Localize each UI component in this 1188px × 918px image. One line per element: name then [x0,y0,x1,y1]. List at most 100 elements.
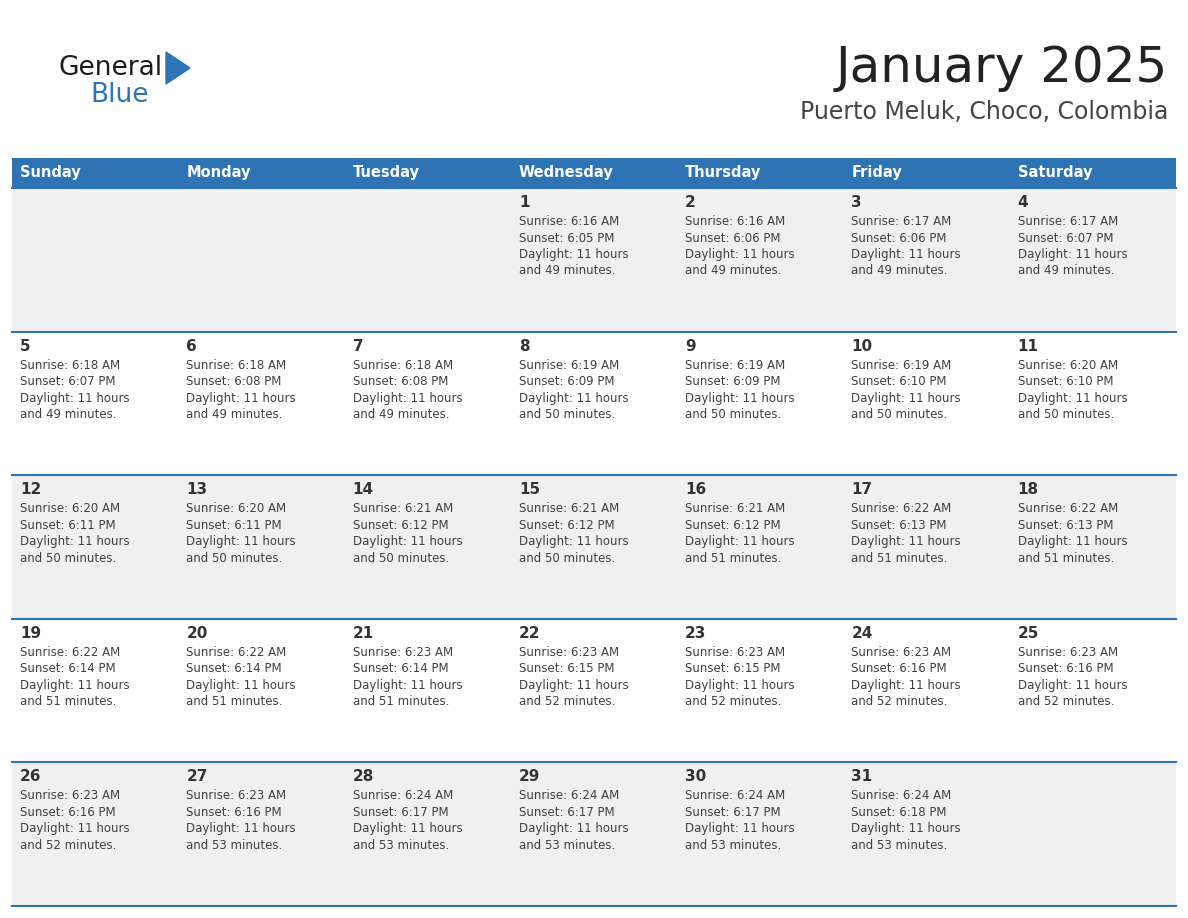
Text: 13: 13 [187,482,208,498]
Text: Blue: Blue [90,82,148,108]
Text: Sunrise: 6:23 AM: Sunrise: 6:23 AM [519,645,619,659]
Text: Sunrise: 6:24 AM: Sunrise: 6:24 AM [353,789,453,802]
Text: Sunrise: 6:18 AM: Sunrise: 6:18 AM [187,359,286,372]
Text: and 49 minutes.: and 49 minutes. [685,264,782,277]
Text: and 50 minutes.: and 50 minutes. [519,409,615,421]
Text: General: General [58,55,162,81]
Text: 31: 31 [852,769,872,784]
Text: Sunset: 6:12 PM: Sunset: 6:12 PM [685,519,781,532]
Text: 20: 20 [187,626,208,641]
Text: and 52 minutes.: and 52 minutes. [852,695,948,709]
Text: Sunset: 6:15 PM: Sunset: 6:15 PM [519,662,614,676]
Text: Daylight: 11 hours: Daylight: 11 hours [1018,392,1127,405]
Text: 1: 1 [519,195,530,210]
Text: and 50 minutes.: and 50 minutes. [20,552,116,565]
Text: Daylight: 11 hours: Daylight: 11 hours [187,535,296,548]
Text: 11: 11 [1018,339,1038,353]
Text: Sunrise: 6:18 AM: Sunrise: 6:18 AM [353,359,453,372]
Text: Sunset: 6:06 PM: Sunset: 6:06 PM [852,231,947,244]
Text: Daylight: 11 hours: Daylight: 11 hours [852,823,961,835]
Text: 30: 30 [685,769,707,784]
Text: Daylight: 11 hours: Daylight: 11 hours [187,823,296,835]
Text: Daylight: 11 hours: Daylight: 11 hours [187,678,296,692]
Text: Sunset: 6:17 PM: Sunset: 6:17 PM [519,806,614,819]
Bar [843,158,1010,188]
Text: Sunrise: 6:20 AM: Sunrise: 6:20 AM [20,502,120,515]
Polygon shape [166,52,190,84]
Text: Daylight: 11 hours: Daylight: 11 hours [519,392,628,405]
Text: Sunrise: 6:24 AM: Sunrise: 6:24 AM [519,789,619,802]
Text: and 52 minutes.: and 52 minutes. [685,695,782,709]
Text: Daylight: 11 hours: Daylight: 11 hours [1018,535,1127,548]
Text: Sunset: 6:11 PM: Sunset: 6:11 PM [20,519,115,532]
Text: January 2025: January 2025 [835,44,1168,92]
Text: Daylight: 11 hours: Daylight: 11 hours [1018,678,1127,692]
Text: Daylight: 11 hours: Daylight: 11 hours [353,392,462,405]
Text: 24: 24 [852,626,873,641]
Text: Daylight: 11 hours: Daylight: 11 hours [519,678,628,692]
Text: Daylight: 11 hours: Daylight: 11 hours [353,535,462,548]
Bar [12,763,1176,906]
Text: Sunset: 6:13 PM: Sunset: 6:13 PM [852,519,947,532]
Text: Sunday: Sunday [20,165,81,181]
Text: Sunset: 6:08 PM: Sunset: 6:08 PM [187,375,282,388]
Text: Daylight: 11 hours: Daylight: 11 hours [20,678,129,692]
Text: Sunset: 6:16 PM: Sunset: 6:16 PM [852,662,947,676]
Text: Daylight: 11 hours: Daylight: 11 hours [519,535,628,548]
Text: 14: 14 [353,482,374,498]
Text: Sunrise: 6:19 AM: Sunrise: 6:19 AM [852,359,952,372]
Text: and 50 minutes.: and 50 minutes. [1018,409,1114,421]
Text: Sunrise: 6:23 AM: Sunrise: 6:23 AM [353,645,453,659]
Text: 7: 7 [353,339,364,353]
Text: Friday: Friday [852,165,902,181]
Text: Sunrise: 6:20 AM: Sunrise: 6:20 AM [1018,359,1118,372]
Text: and 50 minutes.: and 50 minutes. [353,552,449,565]
Bar [12,188,1176,331]
Text: and 49 minutes.: and 49 minutes. [353,409,449,421]
Text: Daylight: 11 hours: Daylight: 11 hours [519,248,628,261]
Text: Sunrise: 6:21 AM: Sunrise: 6:21 AM [685,502,785,515]
Text: and 49 minutes.: and 49 minutes. [852,264,948,277]
Text: and 50 minutes.: and 50 minutes. [685,409,782,421]
Text: Daylight: 11 hours: Daylight: 11 hours [685,823,795,835]
Text: 19: 19 [20,626,42,641]
Text: Sunset: 6:10 PM: Sunset: 6:10 PM [852,375,947,388]
Text: Sunrise: 6:24 AM: Sunrise: 6:24 AM [685,789,785,802]
Text: and 51 minutes.: and 51 minutes. [685,552,782,565]
Text: Daylight: 11 hours: Daylight: 11 hours [187,392,296,405]
Text: and 51 minutes.: and 51 minutes. [852,552,948,565]
Bar [12,158,178,188]
Text: 26: 26 [20,769,42,784]
Text: Sunset: 6:11 PM: Sunset: 6:11 PM [187,519,282,532]
Text: Sunset: 6:16 PM: Sunset: 6:16 PM [20,806,115,819]
Text: and 51 minutes.: and 51 minutes. [353,695,449,709]
Text: 22: 22 [519,626,541,641]
Text: Sunset: 6:14 PM: Sunset: 6:14 PM [20,662,115,676]
Text: Tuesday: Tuesday [353,165,419,181]
Bar [12,476,1176,619]
Text: Sunset: 6:06 PM: Sunset: 6:06 PM [685,231,781,244]
Text: Sunrise: 6:23 AM: Sunrise: 6:23 AM [685,645,785,659]
Text: Sunrise: 6:23 AM: Sunrise: 6:23 AM [1018,645,1118,659]
Text: Daylight: 11 hours: Daylight: 11 hours [20,535,129,548]
Text: Daylight: 11 hours: Daylight: 11 hours [852,535,961,548]
Bar [178,158,345,188]
Text: Sunset: 6:15 PM: Sunset: 6:15 PM [685,662,781,676]
Text: Sunrise: 6:24 AM: Sunrise: 6:24 AM [852,789,952,802]
Text: and 50 minutes.: and 50 minutes. [519,552,615,565]
Text: Daylight: 11 hours: Daylight: 11 hours [20,823,129,835]
Bar [12,619,1176,763]
Text: 9: 9 [685,339,696,353]
Text: 5: 5 [20,339,31,353]
Text: Sunrise: 6:16 AM: Sunrise: 6:16 AM [685,215,785,228]
Text: 10: 10 [852,339,872,353]
Text: Daylight: 11 hours: Daylight: 11 hours [1018,248,1127,261]
Text: and 50 minutes.: and 50 minutes. [187,552,283,565]
Text: Sunrise: 6:20 AM: Sunrise: 6:20 AM [187,502,286,515]
Text: Sunrise: 6:17 AM: Sunrise: 6:17 AM [852,215,952,228]
Text: Wednesday: Wednesday [519,165,614,181]
Text: Daylight: 11 hours: Daylight: 11 hours [685,392,795,405]
Text: 3: 3 [852,195,862,210]
Text: Sunset: 6:14 PM: Sunset: 6:14 PM [187,662,282,676]
Text: 28: 28 [353,769,374,784]
